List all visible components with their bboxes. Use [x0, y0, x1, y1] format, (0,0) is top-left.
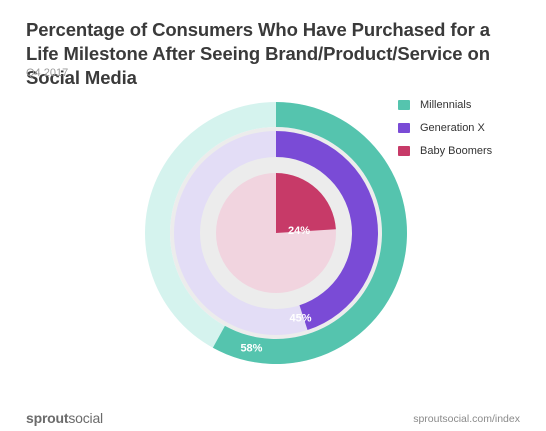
- legend-item-baby-boomers: Baby Boomers: [398, 145, 492, 157]
- data-label-generation-x: 45%: [290, 313, 312, 325]
- sprout-social-logo: sproutsocial: [26, 410, 103, 426]
- legend-label-generation-x: Generation X: [420, 122, 485, 134]
- legend-item-millennials: Millennials: [398, 99, 492, 111]
- logo-brand-bold: sprout: [26, 410, 69, 426]
- ring-arc-generation-x: [276, 131, 378, 331]
- chart-subtitle: Q4 2017: [26, 67, 69, 79]
- ring-arc-millennials: [212, 102, 407, 364]
- footer-url: sproutsocial.com/index: [413, 413, 520, 425]
- legend-item-generation-x: Generation X: [398, 122, 492, 134]
- data-label-millennials: 58%: [240, 342, 262, 354]
- legend-swatch-generation-x: [398, 123, 410, 133]
- legend-swatch-millennials: [398, 100, 410, 110]
- chart-title: Percentage of Consumers Who Have Purchas…: [26, 19, 490, 88]
- legend: Millennials Generation X Baby Boomers: [398, 99, 492, 168]
- ring-arc-baby-boomers: [276, 173, 336, 233]
- legend-label-baby-boomers: Baby Boomers: [420, 145, 493, 157]
- logo-brand-light: social: [68, 410, 103, 426]
- legend-swatch-baby-boomers: [398, 146, 410, 156]
- data-label-baby-boomers: 24%: [288, 225, 310, 237]
- legend-label-millennials: Millennials: [420, 99, 472, 111]
